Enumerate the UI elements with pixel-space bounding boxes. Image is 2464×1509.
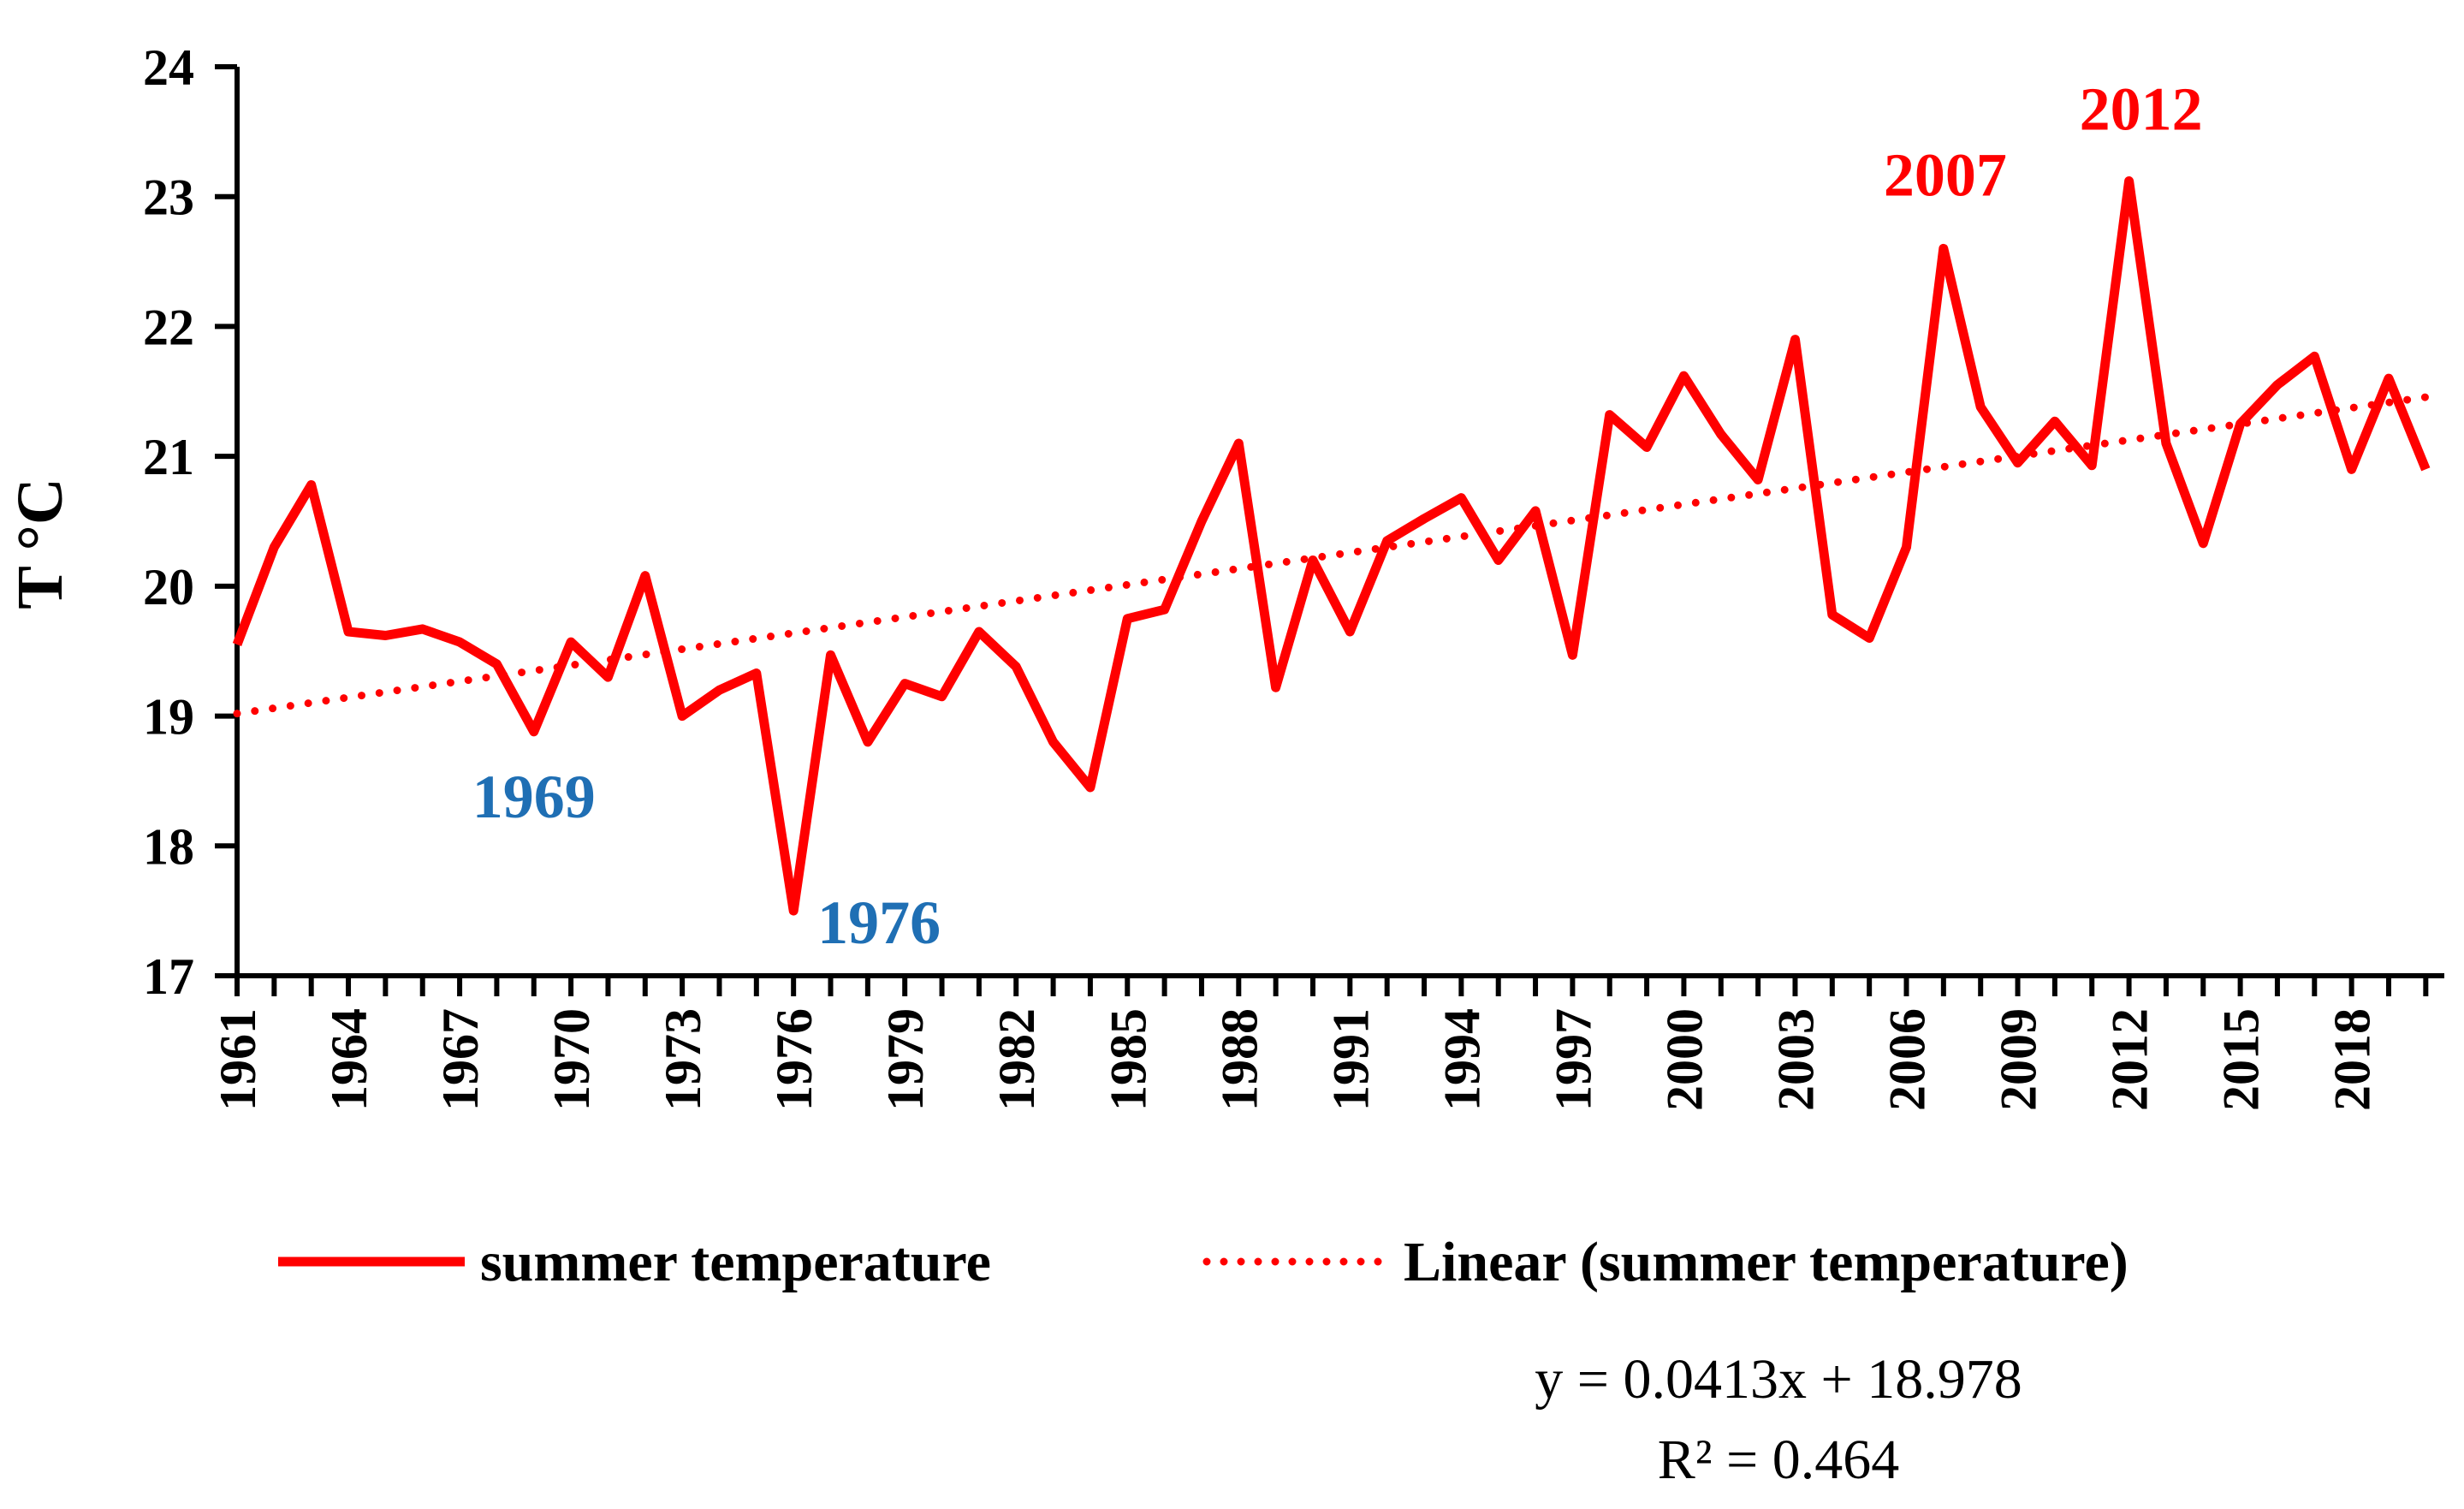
y-tick-label: 20 (143, 559, 194, 615)
x-tick-label: 2003 (1767, 1008, 1824, 1111)
y-tick-label: 18 (143, 818, 194, 875)
y-tick-label: 21 (143, 429, 194, 485)
annotation-label: 2012 (2080, 75, 2203, 144)
y-tick-label: 22 (143, 299, 194, 355)
legend-label-linear-trend: Linear (summer temperature) (1404, 1231, 2129, 1293)
x-tick-label: 1991 (1322, 1008, 1379, 1111)
x-tick-label: 2009 (1991, 1008, 2047, 1111)
y-tick-label: 19 (143, 689, 194, 746)
legend: summer temperature Linear (summer tempera… (278, 1231, 2129, 1293)
x-ticks: 1961 1964 1967 1970 1973 1976 1979 1982 1985 1988… (210, 976, 2429, 1111)
x-tick-label: 1964 (321, 1008, 377, 1111)
x-tick-label: 1961 (210, 1008, 266, 1111)
y-tick-label: 17 (143, 948, 194, 1005)
x-tick-label: 1988 (1211, 1008, 1268, 1111)
series-line-summer-temperature (232, 176, 2431, 916)
x-tick-label: 2006 (1879, 1008, 1936, 1111)
x-tick-label: 1994 (1434, 1008, 1490, 1111)
x-tick-label: 2015 (2213, 1008, 2270, 1111)
annotation-label: 2007 (1884, 140, 2007, 209)
legend-label-summer-temperature: summer temperature (480, 1231, 991, 1293)
x-tick-label: 2018 (2324, 1008, 2381, 1111)
y-ticks: 17 18 19 20 21 22 23 24 (143, 39, 237, 1005)
x-tick-label: 1982 (989, 1008, 1045, 1111)
x-tick-label: 1973 (655, 1008, 711, 1111)
x-tick-label: 1976 (766, 1008, 822, 1111)
y-axis-label: T °C (4, 478, 76, 609)
y-tick-label: 24 (143, 39, 194, 96)
x-tick-label: 1970 (543, 1008, 600, 1111)
annotation-label: 1969 (472, 763, 596, 831)
annotations: 1969 1976 2007 2012 (472, 75, 2203, 958)
x-tick-label: 2012 (2102, 1008, 2158, 1111)
series-layer (232, 176, 2431, 916)
x-tick-label: 1967 (432, 1008, 489, 1111)
r-squared: R² = 0.464 (1658, 1429, 1900, 1491)
x-tick-label: 1997 (1545, 1008, 1601, 1111)
y-tick-label: 23 (143, 169, 194, 226)
annotation-label: 1976 (817, 888, 941, 957)
axes (235, 67, 2444, 978)
x-tick-label: 1979 (877, 1008, 934, 1111)
x-tick-label: 1985 (1100, 1008, 1156, 1111)
x-tick-label: 2000 (1656, 1008, 1713, 1111)
trend-equation: y = 0.0413x + 18.978 (1535, 1348, 2022, 1411)
